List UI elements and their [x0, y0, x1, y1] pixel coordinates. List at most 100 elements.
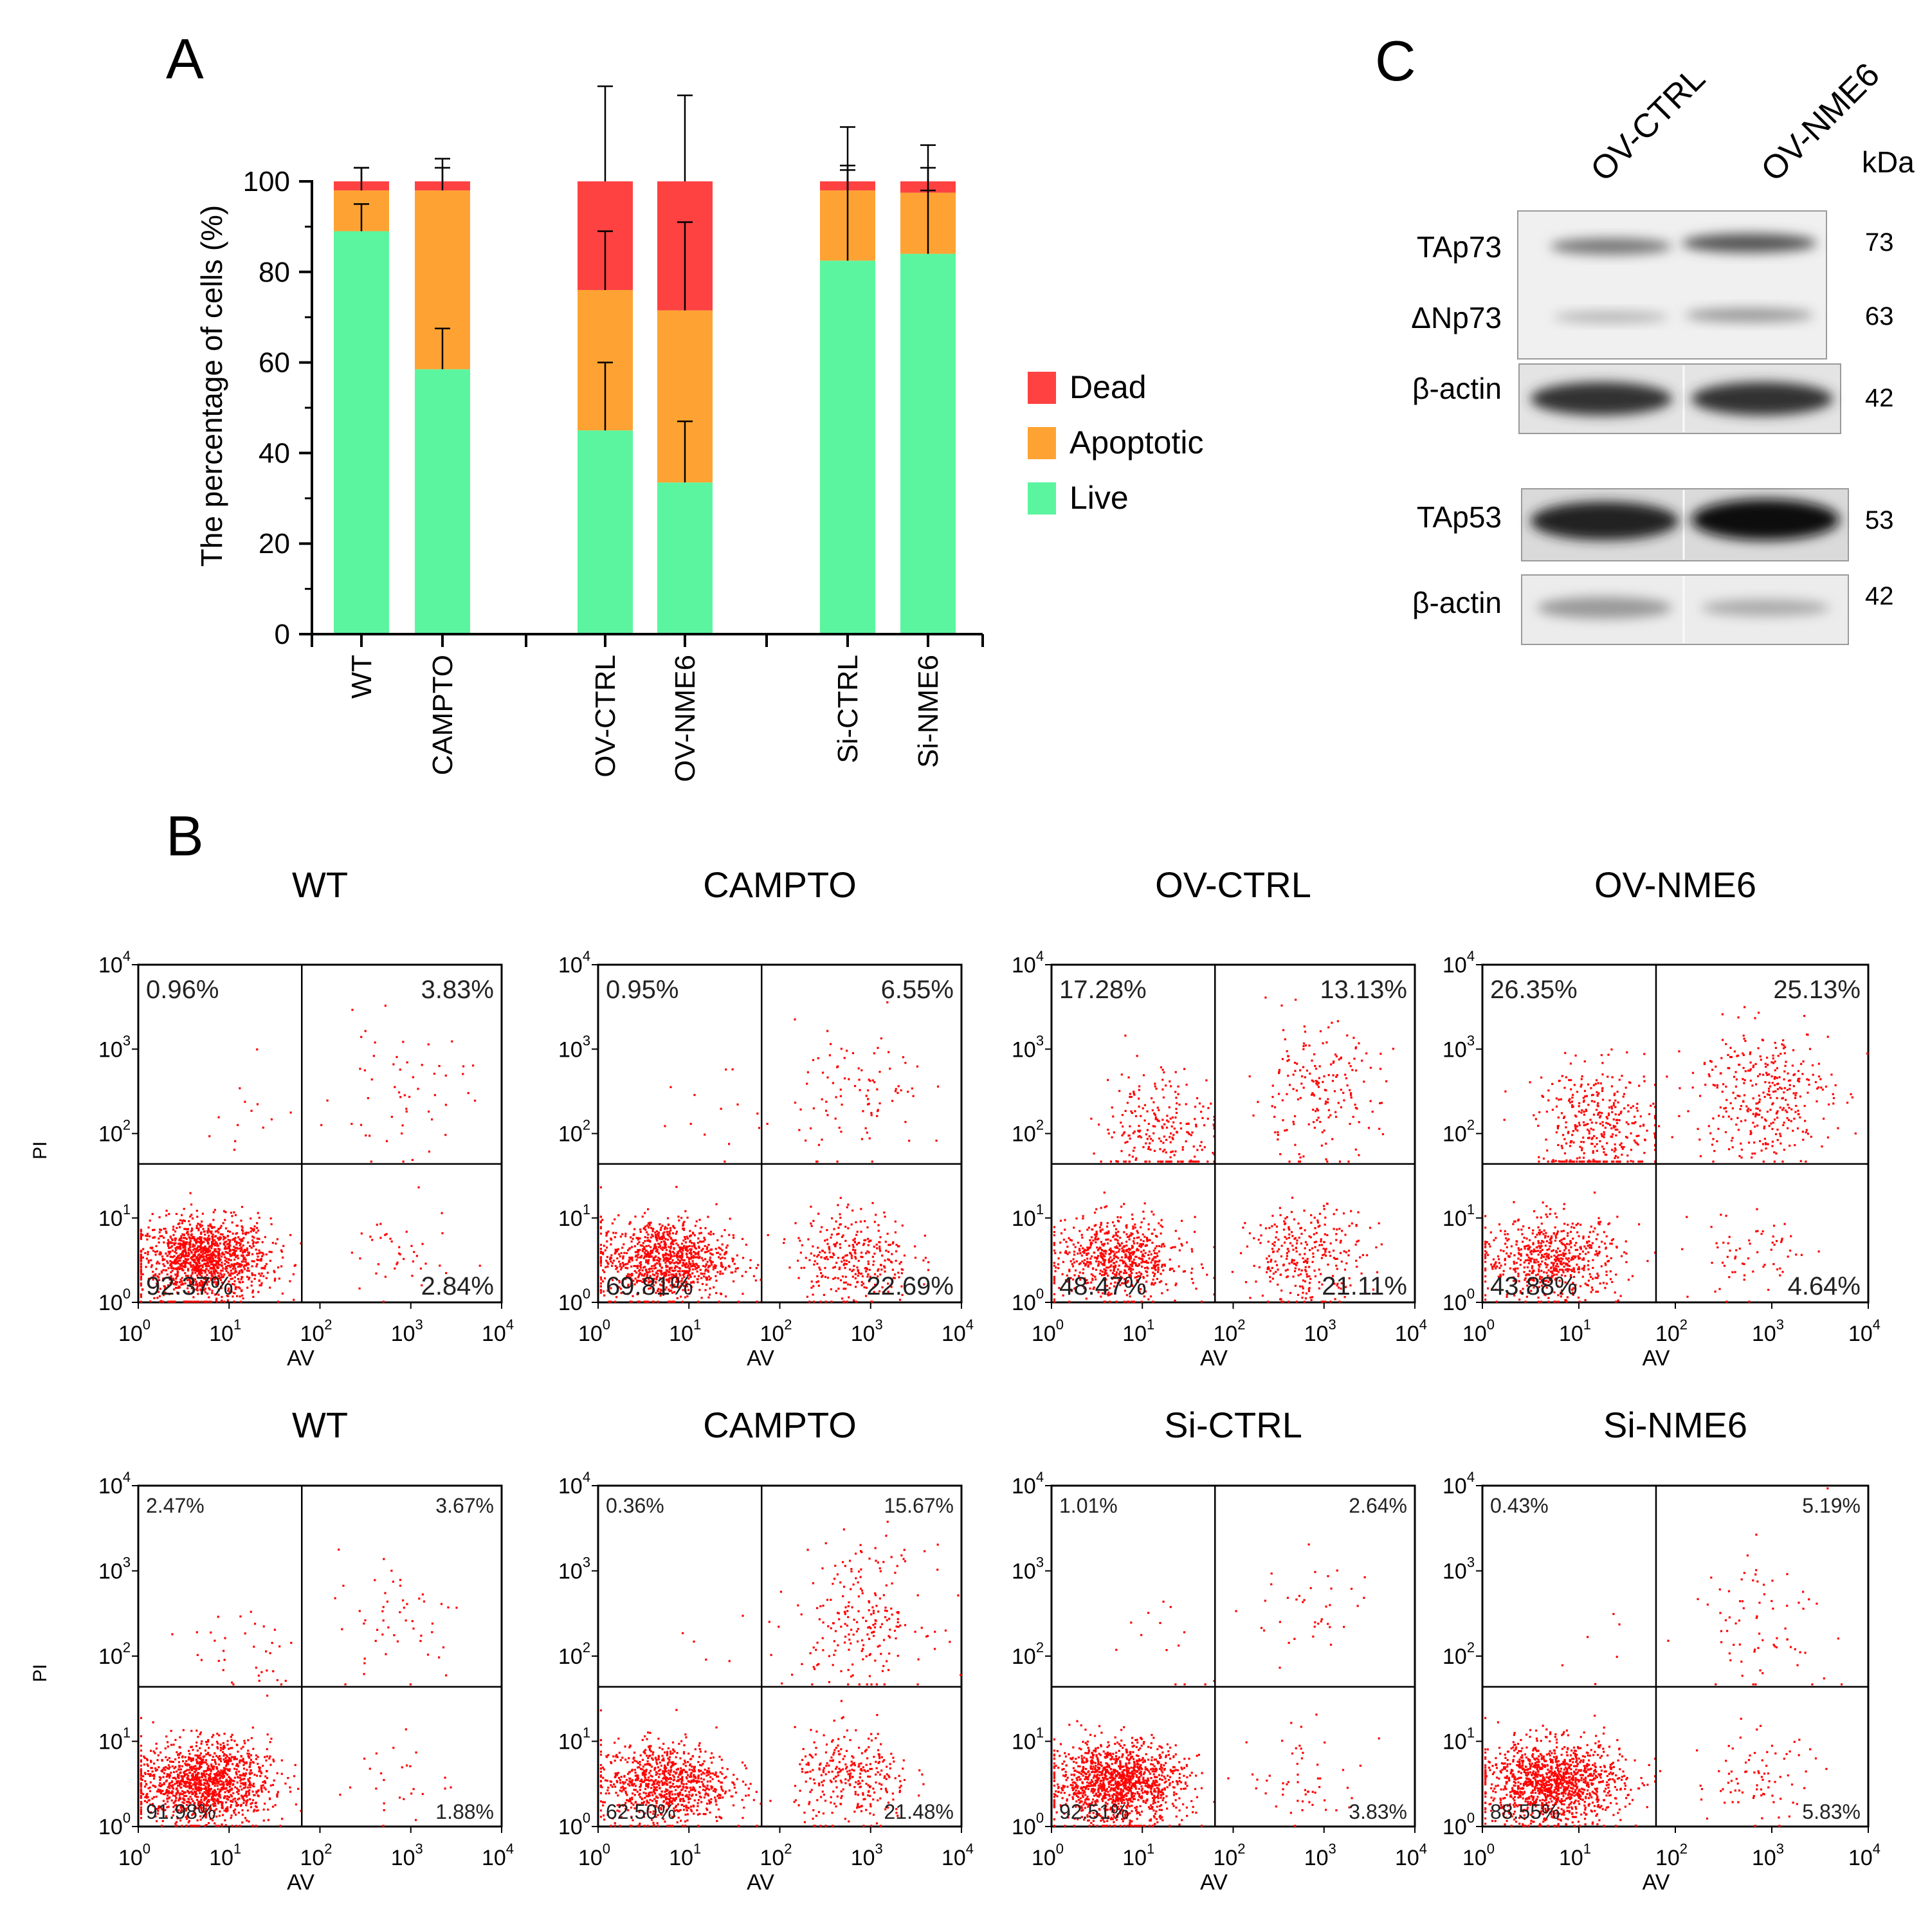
scatter-point — [1136, 1236, 1138, 1239]
scatter-point — [832, 1252, 835, 1255]
scatter-point — [1142, 1285, 1145, 1288]
scatter-point — [1294, 1144, 1297, 1146]
scatter-point — [196, 1216, 199, 1218]
scatter-point — [225, 1257, 228, 1260]
x-tick-label: 103 — [1304, 1317, 1336, 1346]
scatter-point — [183, 1266, 187, 1268]
scatter-point — [186, 1259, 188, 1261]
scatter-point — [1301, 1297, 1304, 1299]
scatter-point — [700, 1297, 703, 1299]
scatter-point — [191, 1235, 194, 1238]
scatter-point — [1484, 1215, 1487, 1217]
scatter-point — [181, 1233, 184, 1235]
scatter-point — [668, 1274, 670, 1277]
scatter-point — [873, 1252, 876, 1255]
scatter-point — [215, 1261, 218, 1264]
scatter-point — [1133, 1090, 1135, 1093]
scatter-point — [1100, 1241, 1103, 1243]
scatter-point — [1100, 1261, 1102, 1264]
scatter-point — [1231, 1271, 1234, 1273]
scatter-point — [669, 1261, 671, 1264]
scatter-point — [1119, 1284, 1122, 1286]
scatter-point — [1299, 1273, 1302, 1275]
scatter-point — [819, 1251, 821, 1253]
scatter-point — [1106, 1293, 1109, 1296]
scatter-point — [648, 1280, 651, 1284]
scatter-point — [1103, 1262, 1106, 1264]
scatter-point — [682, 1273, 684, 1276]
scatter-point — [1568, 1288, 1571, 1290]
scatter-point — [677, 1279, 680, 1282]
scatter-point — [1379, 1102, 1381, 1104]
scatter-point — [140, 1235, 143, 1237]
scatter-point — [1269, 1276, 1271, 1279]
scatter-point — [1107, 1230, 1110, 1233]
scatter-points — [140, 1005, 481, 1303]
scatter-point — [1161, 1225, 1163, 1228]
scatter-point — [1107, 1132, 1110, 1135]
scatter-point — [756, 1300, 758, 1303]
scatter-point — [1566, 1234, 1569, 1237]
scatter-point — [370, 1078, 373, 1080]
scatter-point — [836, 1233, 839, 1235]
scatter-point — [843, 1077, 846, 1080]
scatter-point — [911, 1087, 913, 1090]
scatter-point — [1092, 1288, 1095, 1290]
y-tick-label: 102 — [558, 1117, 590, 1147]
scatter-point — [696, 1256, 698, 1259]
scatter-point — [675, 1280, 678, 1283]
scatter-point — [1152, 1279, 1154, 1281]
scatter-point — [1129, 1259, 1131, 1262]
scatter-point — [700, 1250, 703, 1252]
scatter-point — [1158, 1281, 1161, 1284]
scatter-point — [1172, 1134, 1175, 1136]
scatter-point — [1288, 1228, 1291, 1231]
scatter-point — [1515, 1289, 1518, 1291]
scatter-point — [1542, 1241, 1545, 1243]
scatter-point — [653, 1245, 656, 1248]
scatter-point — [1615, 1273, 1617, 1276]
scatter-point — [207, 1225, 210, 1227]
scatter-point — [1113, 1285, 1116, 1288]
y-tick-label: 104 — [558, 948, 590, 978]
scatter-point — [421, 1064, 423, 1066]
scatter-point — [855, 1221, 857, 1224]
scatter-point — [1545, 1266, 1548, 1269]
scatter-point — [1568, 1243, 1570, 1246]
scatter-point — [1354, 1148, 1357, 1151]
scatter-point — [678, 1273, 681, 1275]
scatter-point — [178, 1239, 181, 1241]
scatter-point — [1114, 1264, 1117, 1267]
scatter-point — [1273, 1223, 1276, 1226]
scatter-point — [1268, 1255, 1270, 1257]
scatter-point — [219, 1264, 221, 1266]
scatter-point — [403, 1257, 405, 1261]
scatter-point — [189, 1239, 192, 1243]
scatter-point — [884, 1259, 886, 1262]
scatter-point — [1303, 1025, 1306, 1028]
scatter-point — [198, 1265, 201, 1268]
scatter-point — [241, 1289, 243, 1291]
scatter-point — [643, 1252, 646, 1254]
scatter-point — [1541, 1255, 1543, 1258]
scatter-point — [214, 1275, 217, 1278]
scatter-point — [199, 1289, 203, 1291]
scatter-point — [1141, 1257, 1143, 1261]
scatter-point — [824, 1239, 826, 1242]
scatter-point — [1124, 1290, 1127, 1292]
scatter-point — [192, 1267, 194, 1270]
scatter-point — [1594, 1253, 1597, 1256]
scatter-point — [1057, 1267, 1060, 1270]
scatter-point — [251, 1243, 255, 1245]
scatter-point — [646, 1260, 650, 1262]
scatter-point — [1556, 1273, 1558, 1276]
scatter-point — [140, 1293, 143, 1296]
scatter-point — [1169, 1258, 1171, 1261]
scatter-point — [830, 1234, 833, 1236]
scatter-point — [1514, 1220, 1516, 1223]
scatter-point — [649, 1287, 652, 1290]
scatter-point — [1327, 1098, 1329, 1100]
scatter-point — [715, 1279, 718, 1282]
scatter-point — [1557, 1300, 1560, 1303]
scatter-point — [1529, 1257, 1532, 1260]
